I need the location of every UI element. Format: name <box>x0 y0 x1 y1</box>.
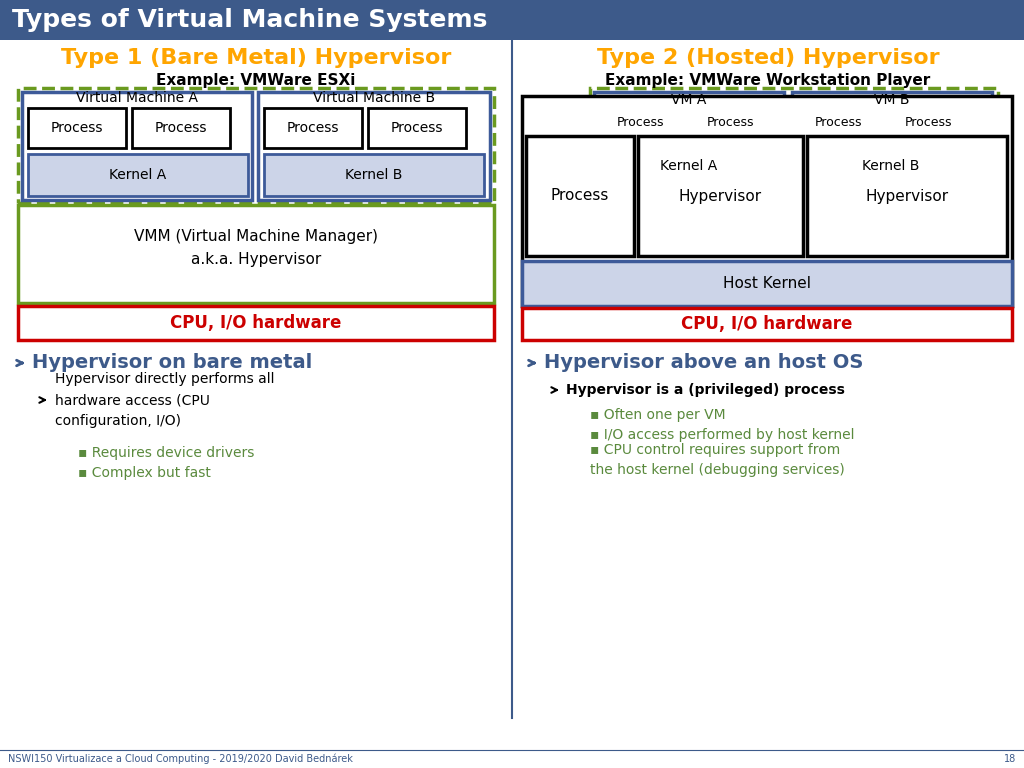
Text: ▪ Complex but fast: ▪ Complex but fast <box>78 466 211 480</box>
FancyBboxPatch shape <box>18 306 494 340</box>
Text: Hypervisor: Hypervisor <box>865 188 948 204</box>
FancyBboxPatch shape <box>594 92 784 190</box>
FancyBboxPatch shape <box>886 105 970 140</box>
Text: Process: Process <box>904 117 951 130</box>
FancyBboxPatch shape <box>688 105 772 140</box>
Text: Host Kernel: Host Kernel <box>723 276 811 290</box>
FancyBboxPatch shape <box>28 108 126 148</box>
Text: Types of Virtual Machine Systems: Types of Virtual Machine Systems <box>12 8 487 32</box>
Text: Process: Process <box>391 121 443 135</box>
FancyBboxPatch shape <box>264 154 484 196</box>
FancyBboxPatch shape <box>258 92 490 200</box>
FancyBboxPatch shape <box>796 105 880 140</box>
Text: 18: 18 <box>1004 754 1016 764</box>
FancyBboxPatch shape <box>28 154 248 196</box>
FancyBboxPatch shape <box>807 136 1007 256</box>
Text: Kernel B: Kernel B <box>345 168 402 182</box>
Text: Virtual Machine A: Virtual Machine A <box>76 91 198 105</box>
Text: ▪ CPU control requires support from
the host kernel (debugging services): ▪ CPU control requires support from the … <box>590 442 845 477</box>
FancyBboxPatch shape <box>638 136 803 256</box>
Text: ▪ Often one per VM: ▪ Often one per VM <box>590 408 726 422</box>
Text: VMM (Virtual Machine Manager)
a.k.a. Hypervisor: VMM (Virtual Machine Manager) a.k.a. Hyp… <box>134 230 378 266</box>
Text: CPU, I/O hardware: CPU, I/O hardware <box>170 314 342 332</box>
FancyBboxPatch shape <box>0 0 1024 40</box>
FancyBboxPatch shape <box>796 146 986 186</box>
FancyBboxPatch shape <box>598 105 682 140</box>
Text: Example: VMWare ESXi: Example: VMWare ESXi <box>157 72 355 88</box>
Text: Virtual Machine B: Virtual Machine B <box>313 91 435 105</box>
Text: Kernel B: Kernel B <box>862 159 920 173</box>
Text: Process: Process <box>287 121 339 135</box>
FancyBboxPatch shape <box>526 136 634 256</box>
Text: Hypervisor on bare metal: Hypervisor on bare metal <box>32 353 312 372</box>
FancyBboxPatch shape <box>522 261 1012 306</box>
Text: Hypervisor is a (privileged) process: Hypervisor is a (privileged) process <box>566 383 845 397</box>
Text: Hypervisor: Hypervisor <box>679 188 762 204</box>
Text: VM B: VM B <box>874 93 909 107</box>
Text: CPU, I/O hardware: CPU, I/O hardware <box>681 315 853 333</box>
Text: Hypervisor directly performs all
hardware access (CPU
configuration, I/O): Hypervisor directly performs all hardwar… <box>55 372 274 428</box>
Text: Process: Process <box>616 117 664 130</box>
Text: Type 2 (Hosted) Hypervisor: Type 2 (Hosted) Hypervisor <box>597 48 939 68</box>
FancyBboxPatch shape <box>522 308 1012 340</box>
FancyBboxPatch shape <box>368 108 466 148</box>
Text: Kernel A: Kernel A <box>660 159 718 173</box>
FancyBboxPatch shape <box>18 88 494 203</box>
Text: VM A: VM A <box>672 93 707 107</box>
FancyBboxPatch shape <box>22 92 252 200</box>
FancyBboxPatch shape <box>522 96 1012 306</box>
Text: ▪ I/O access performed by host kernel: ▪ I/O access performed by host kernel <box>590 428 854 442</box>
Text: Type 1 (Bare Metal) Hypervisor: Type 1 (Bare Metal) Hypervisor <box>60 48 452 68</box>
Text: Process: Process <box>155 121 207 135</box>
Text: Hypervisor above an host OS: Hypervisor above an host OS <box>544 353 863 372</box>
FancyBboxPatch shape <box>132 108 230 148</box>
FancyBboxPatch shape <box>590 88 998 193</box>
FancyBboxPatch shape <box>792 92 992 190</box>
Text: NSWI150 Virtualizace a Cloud Computing - 2019/2020 David Bednárek: NSWI150 Virtualizace a Cloud Computing -… <box>8 753 353 764</box>
FancyBboxPatch shape <box>598 146 780 186</box>
Text: Process: Process <box>814 117 862 130</box>
Text: Kernel A: Kernel A <box>110 168 167 182</box>
FancyBboxPatch shape <box>264 108 362 148</box>
Text: Example: VMWare Workstation Player: Example: VMWare Workstation Player <box>605 72 931 88</box>
Text: Process: Process <box>551 188 609 204</box>
FancyBboxPatch shape <box>18 205 494 303</box>
Text: ▪ Requires device drivers: ▪ Requires device drivers <box>78 446 254 460</box>
Text: Process: Process <box>707 117 754 130</box>
Text: Process: Process <box>51 121 103 135</box>
